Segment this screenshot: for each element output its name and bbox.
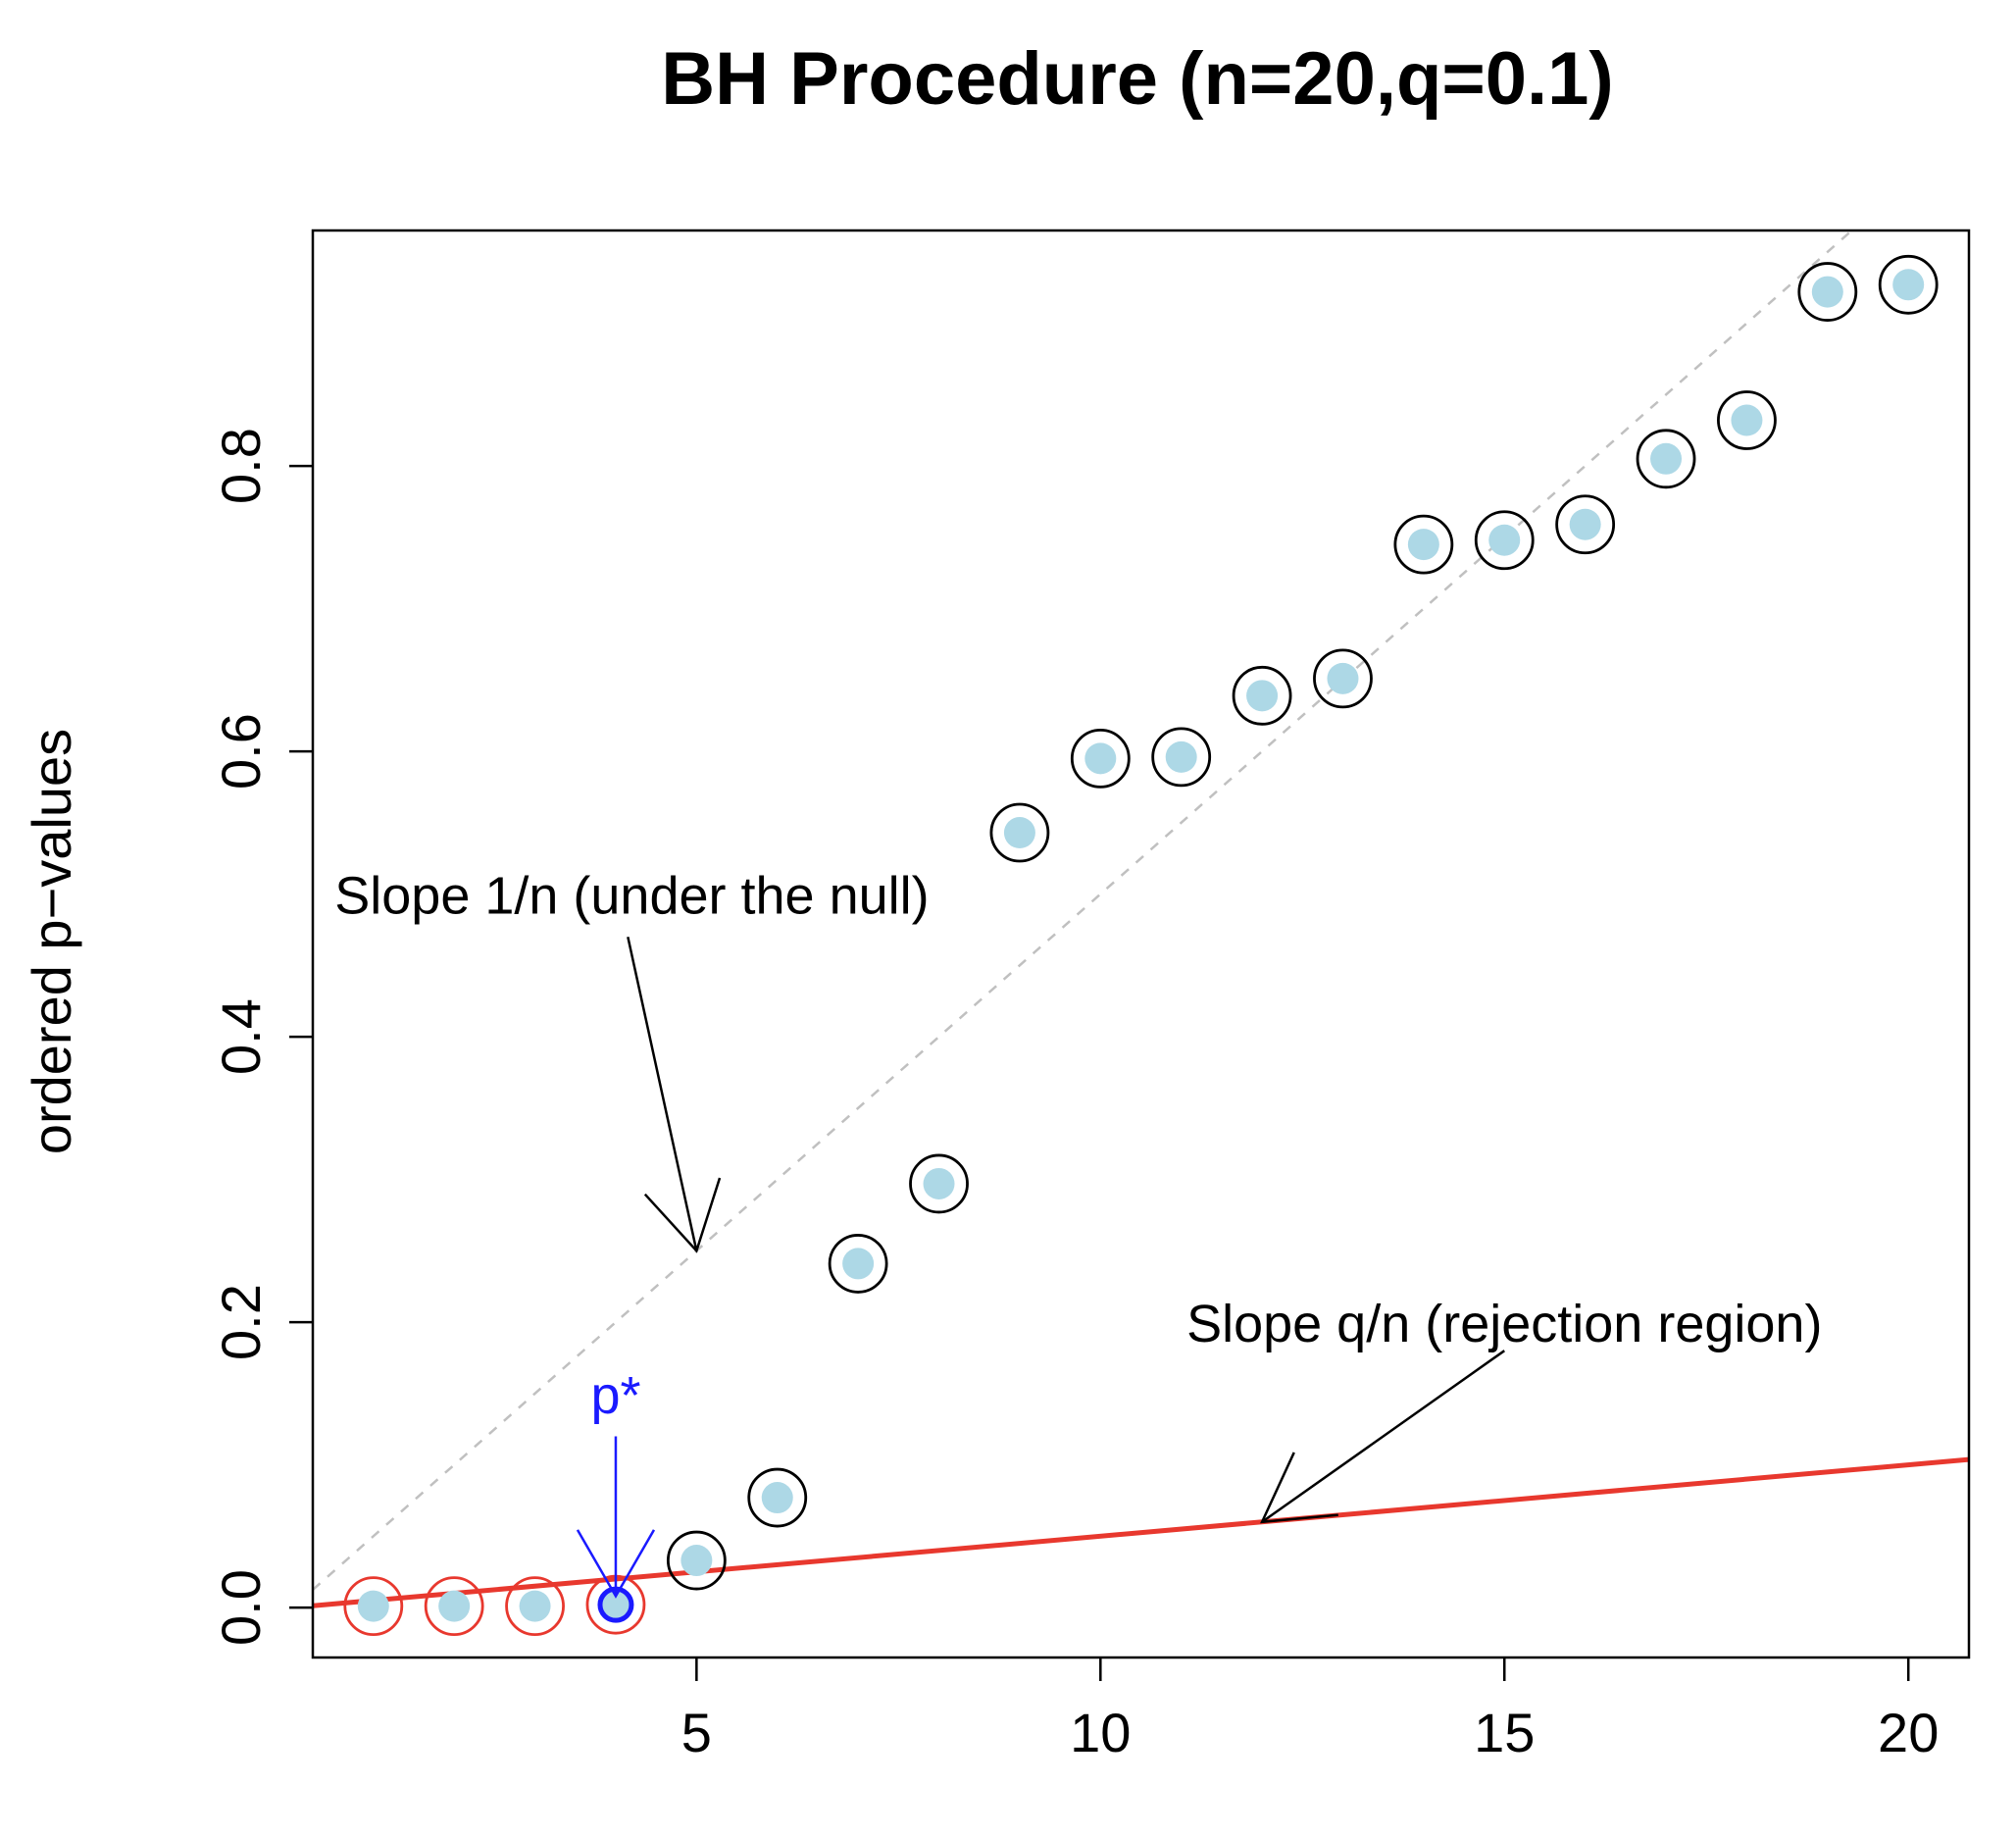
point-ring-9 [989,802,1050,863]
data-point-17 [1650,442,1683,475]
rejection-slope-line [313,1456,1969,1608]
arrow-null-slope-head [643,1177,722,1253]
data-point-14 [1407,529,1439,561]
null-slope-line [313,230,1854,1591]
y-tick-label-3: 0.6 [210,713,272,790]
data-point-11 [1165,740,1197,773]
point-ring-7 [828,1234,888,1294]
arrow-null-slope-shaft [627,936,698,1251]
data-point-20 [1892,269,1925,301]
y-tick-label-1: 0.2 [210,1284,272,1360]
x-tick-label-20: 20 [1878,1702,1939,1763]
points-group [343,254,1939,1637]
arrow-p-star-head [576,1529,656,1599]
y-tick-label-0: 0.0 [210,1569,272,1646]
point-ring-12 [1232,665,1292,726]
data-point-8 [923,1167,955,1199]
point-ring-8 [909,1153,969,1214]
arrow-rej-slope-shaft [1261,1350,1505,1523]
data-point-2 [438,1590,471,1622]
point-ring-3 [505,1576,565,1637]
point-ring-14 [1393,514,1454,575]
point-ring-6 [747,1467,808,1528]
point-ring-13 [1313,648,1373,709]
data-point-3 [519,1590,551,1622]
point-ring-16 [1555,494,1616,555]
data-point-7 [842,1248,875,1280]
annotations: Slope 1/n (under the null) Slope q/n (rej… [334,867,1822,1599]
point-ring-11 [1151,727,1212,788]
point-ring-1 [343,1576,404,1637]
point-ring-20 [1878,254,1939,315]
y-axis-label: ordered p−values [21,729,82,1154]
x-tick-label-5: 5 [681,1702,712,1763]
reference-lines [313,230,1969,1608]
point-ring-19 [1797,262,1858,322]
y-tick-label-2: 0.4 [210,998,272,1075]
data-point-15 [1488,524,1521,556]
point-ring-2 [424,1576,484,1637]
annotation-rej-slope: Slope q/n (rejection region) [1186,1295,1822,1353]
data-point-19 [1811,276,1843,308]
point-ring-15 [1474,510,1535,571]
data-point-5 [680,1545,713,1577]
point-ring-17 [1636,429,1696,489]
data-point-1 [357,1590,389,1622]
arrow-rej-slope-head [1260,1452,1338,1524]
point-ring-5 [666,1530,727,1591]
point-ring-18 [1717,390,1777,450]
plot-area: Slope 1/n (under the null) Slope q/n (rej… [313,230,1969,1637]
x-tick-label-15: 15 [1474,1702,1535,1763]
point-ring-10 [1070,728,1131,789]
x-tick-label-10: 10 [1070,1702,1131,1763]
data-point-16 [1569,508,1601,540]
axes: 5 10 15 20 0.0 0.2 0.4 0.6 0.8 [210,229,1971,1763]
y-tick-label-4: 0.8 [210,428,272,504]
annotation-p-star: p* [590,1366,640,1425]
data-point-13 [1327,662,1359,694]
data-point-9 [1003,817,1035,849]
data-point-12 [1246,680,1279,712]
data-point-10 [1084,742,1117,775]
plot-frame [311,229,1971,1659]
data-point-18 [1731,404,1763,436]
chart-title: BH Procedure (n=20,q=0.1) [661,37,1613,121]
annotation-null-slope: Slope 1/n (under the null) [334,867,929,926]
data-point-6 [761,1482,793,1514]
